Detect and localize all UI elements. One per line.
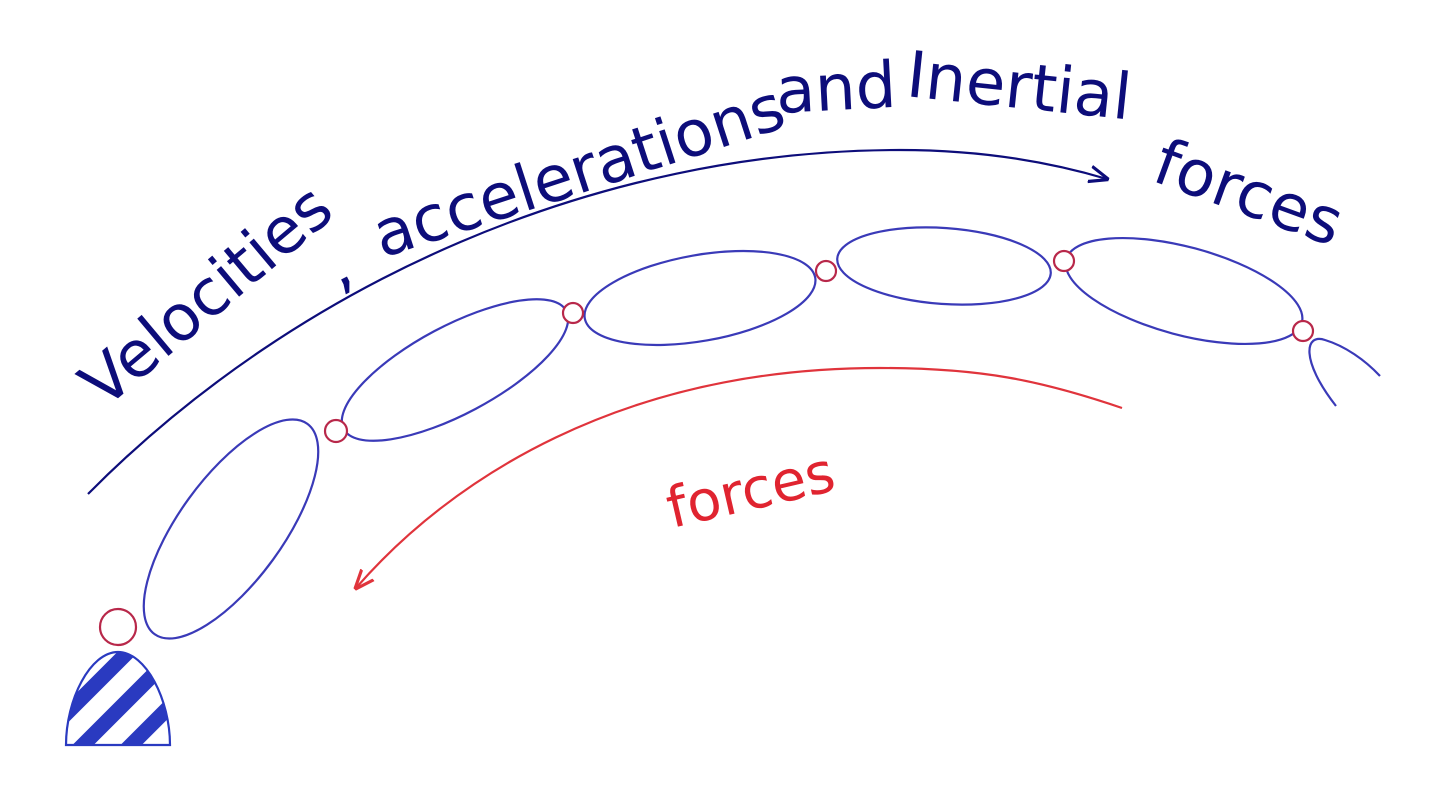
title-word-inertial: Inertial bbox=[903, 38, 1135, 135]
link-1 bbox=[142, 418, 320, 640]
base-support bbox=[64, 650, 172, 747]
joint-3 bbox=[814, 259, 838, 283]
forces-label: forces bbox=[661, 440, 841, 542]
title-word-forces: forces bbox=[1145, 125, 1353, 261]
link-2 bbox=[340, 298, 570, 442]
joint-4 bbox=[1052, 249, 1076, 273]
velocity-arrow bbox=[87, 148, 1107, 495]
forces-arrow bbox=[356, 366, 1123, 588]
title-comma: , bbox=[312, 229, 364, 304]
link-6-partial bbox=[1308, 337, 1381, 407]
title-word-velocities: Velocities bbox=[67, 170, 347, 422]
title-word-accelerations: accelerations bbox=[364, 71, 794, 274]
title-word-and: and bbox=[774, 49, 898, 129]
joint-base bbox=[98, 607, 138, 647]
joint-5 bbox=[1291, 319, 1315, 343]
link-3 bbox=[583, 249, 817, 347]
link-4 bbox=[836, 226, 1052, 306]
joint-2 bbox=[561, 301, 585, 325]
joint-1 bbox=[323, 418, 349, 444]
